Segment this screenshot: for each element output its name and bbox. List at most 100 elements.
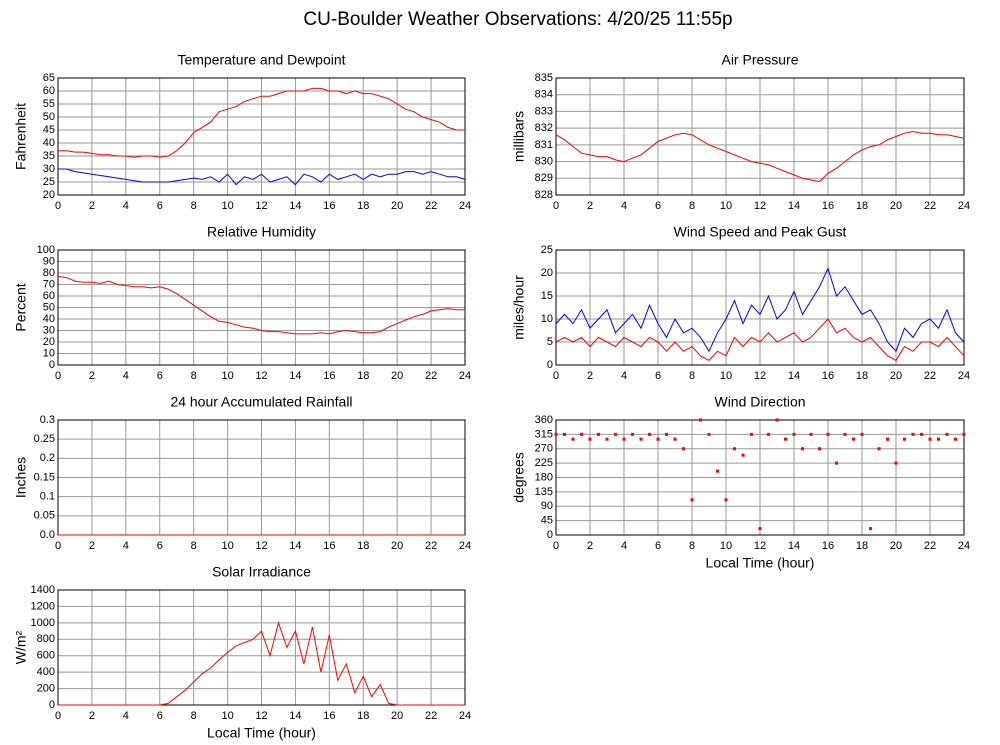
x-tick-label: 16	[822, 200, 834, 212]
data-point	[860, 432, 864, 436]
chart-title: Relative Humidity	[207, 224, 316, 240]
x-tick-label: 22	[924, 370, 936, 382]
data-point	[937, 437, 940, 441]
y-tick-label: 25	[541, 244, 553, 256]
x-tick-label: 4	[123, 710, 129, 722]
y-tick-label: 10	[43, 347, 55, 359]
x-tick-label: 0	[553, 200, 559, 212]
y-axis-label: degrees	[511, 452, 527, 503]
x-tick-label: 20	[391, 370, 403, 382]
x-tick-label: 12	[754, 200, 766, 212]
x-tick-label: 6	[157, 200, 163, 212]
y-tick-label: 831	[535, 139, 553, 151]
y-tick-label: 35	[43, 150, 55, 162]
data-point	[758, 527, 762, 531]
x-tick-label: 6	[157, 370, 163, 382]
y-tick-label: 315	[535, 428, 553, 440]
data-point	[809, 432, 813, 436]
y-axis-label: millibars	[511, 111, 527, 162]
data-point	[622, 437, 626, 441]
x-tick-label: 16	[323, 370, 335, 382]
y-tick-label: 225	[535, 457, 553, 469]
y-tick-label: 1200	[31, 600, 55, 612]
y-tick-label: 829	[535, 172, 553, 184]
chart-title: Temperature and Dewpoint	[177, 52, 345, 68]
x-tick-label: 10	[221, 200, 233, 212]
y-axis-label: Percent	[13, 283, 29, 331]
x-tick-label: 16	[323, 710, 335, 722]
x-tick-label: 6	[655, 200, 661, 212]
y-tick-label: 25	[43, 176, 55, 188]
data-point	[682, 447, 685, 451]
y-tick-label: 200	[37, 682, 55, 694]
chart-title: Wind Speed and Peak Gust	[674, 224, 847, 240]
x-tick-label: 22	[425, 710, 437, 722]
y-axis-label: miles/hour	[511, 275, 527, 340]
y-tick-label: 10	[541, 313, 553, 325]
y-tick-label: 0	[547, 359, 553, 371]
data-point	[563, 432, 566, 436]
chart-title: 24 hour Accumulated Rainfall	[170, 394, 352, 410]
data-point	[920, 432, 923, 436]
y-tick-label: 270	[535, 443, 553, 455]
data-point	[792, 432, 796, 436]
y-tick-label: 45	[541, 515, 553, 527]
data-point	[843, 432, 847, 436]
x-tick-label: 20	[890, 370, 902, 382]
x-axis-label: Local Time (hour)	[207, 725, 316, 741]
x-tick-label: 4	[621, 200, 627, 212]
x-tick-label: 4	[123, 540, 129, 552]
y-tick-label: 0	[49, 699, 55, 711]
x-tick-label: 22	[425, 200, 437, 212]
x-tick-label: 2	[587, 200, 593, 212]
series-line	[58, 87, 465, 158]
y-tick-label: 20	[43, 189, 55, 201]
x-tick-label: 8	[689, 370, 695, 382]
x-tick-label: 4	[621, 540, 627, 552]
data-point	[767, 432, 770, 436]
x-tick-label: 22	[924, 540, 936, 552]
y-tick-label: 0.0	[40, 529, 55, 541]
x-tick-label: 10	[221, 710, 233, 722]
y-tick-label: 60	[43, 290, 55, 302]
data-point	[911, 432, 915, 436]
x-tick-label: 0	[55, 200, 61, 212]
y-tick-label: 40	[43, 137, 55, 149]
x-tick-label: 24	[459, 200, 471, 212]
y-tick-label: 80	[43, 267, 55, 279]
x-tick-label: 18	[856, 370, 868, 382]
chart-title: Wind Direction	[714, 394, 805, 410]
chart-title: Air Pressure	[721, 52, 798, 68]
x-tick-label: 24	[958, 540, 970, 552]
data-point	[962, 432, 966, 436]
x-tick-label: 8	[689, 540, 695, 552]
y-tick-label: 0.1	[40, 491, 55, 503]
y-tick-label: 90	[43, 255, 55, 267]
x-tick-label: 4	[621, 370, 627, 382]
y-tick-label: 30	[43, 163, 55, 175]
x-tick-label: 14	[788, 200, 800, 212]
y-tick-label: 800	[37, 633, 55, 645]
x-tick-label: 12	[754, 370, 766, 382]
x-tick-label: 18	[856, 200, 868, 212]
x-tick-label: 14	[289, 370, 301, 382]
x-tick-label: 20	[890, 200, 902, 212]
x-tick-label: 6	[157, 710, 163, 722]
data-point	[648, 432, 651, 436]
x-tick-label: 4	[123, 200, 129, 212]
y-axis-label: Inches	[13, 457, 29, 498]
data-point	[699, 418, 702, 422]
x-tick-label: 22	[425, 540, 437, 552]
series-line	[58, 168, 466, 186]
data-point	[869, 527, 872, 531]
data-point	[826, 432, 830, 436]
x-tick-label: 12	[255, 540, 267, 552]
x-tick-label: 12	[754, 540, 766, 552]
series-line	[555, 318, 965, 362]
y-tick-label: 50	[43, 111, 55, 123]
x-tick-label: 12	[255, 370, 267, 382]
y-tick-label: 600	[37, 650, 55, 662]
x-tick-label: 16	[822, 370, 834, 382]
y-tick-label: 360	[535, 414, 553, 426]
x-tick-label: 2	[89, 540, 95, 552]
